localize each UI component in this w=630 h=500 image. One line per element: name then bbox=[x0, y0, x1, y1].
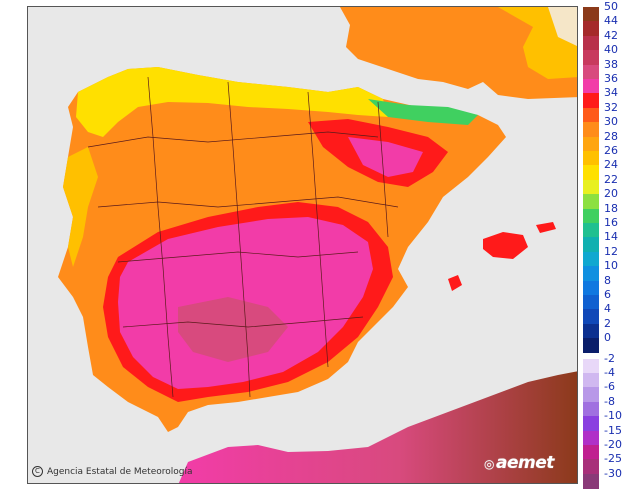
legend-label-negative-5: -15 bbox=[604, 423, 622, 437]
legend-label-positive-5: 36 bbox=[604, 72, 618, 85]
legend-label-positive-17: 12 bbox=[604, 244, 618, 258]
legend-swatch-positive-1 bbox=[583, 21, 599, 37]
legend-swatch-positive-7 bbox=[583, 107, 599, 123]
temperature-legend: 50 44 42 40 38 36 34 32 30 28 26 24 22 20 18 16 14 12 10 8 6… bbox=[582, 1, 630, 489]
legend-label-positive-13: 20 bbox=[604, 187, 618, 201]
legend-label-positive-19: 8 bbox=[604, 273, 611, 287]
map-canvas bbox=[28, 7, 577, 483]
legend-label-positive-20: 6 bbox=[604, 288, 611, 301]
legend-swatch-negative-6 bbox=[583, 445, 599, 460]
legend-label-positive-0: 50 bbox=[604, 0, 618, 13]
legend-swatch-negative-8 bbox=[583, 473, 599, 489]
pyrenees-cool-area bbox=[368, 99, 478, 125]
legend-swatch-negative-4 bbox=[583, 416, 599, 432]
ebro-magenta-zone bbox=[348, 137, 423, 177]
aemet-logo-text: aemet bbox=[495, 453, 554, 473]
north-coast-area bbox=[76, 67, 388, 137]
legend-label-positive-10: 26 bbox=[604, 144, 618, 157]
copyright-icon: C bbox=[32, 466, 43, 477]
legend-swatch-positive-4 bbox=[583, 64, 599, 80]
legend-swatch-positive-16 bbox=[583, 237, 599, 253]
legend-swatch-negative-2 bbox=[583, 387, 599, 403]
legend-swatch-positive-6 bbox=[583, 93, 599, 109]
legend-swatch-positive-12 bbox=[583, 179, 599, 195]
legend-label-positive-4: 38 bbox=[604, 57, 618, 71]
legend-swatch-positive-3 bbox=[583, 50, 599, 66]
legend-label-negative-7: -25 bbox=[604, 452, 622, 466]
africa-region bbox=[178, 371, 577, 483]
legend-swatch-positive-17 bbox=[583, 251, 599, 267]
legend-label-positive-16: 14 bbox=[604, 230, 618, 244]
legend-swatch-positive-20 bbox=[583, 295, 599, 310]
france-region bbox=[340, 7, 577, 99]
west-coast-area bbox=[63, 147, 98, 267]
legend-label-negative-1: -4 bbox=[604, 366, 615, 379]
legend-label-positive-18: 10 bbox=[604, 259, 618, 273]
mallorca-island bbox=[483, 232, 528, 259]
legend-label-negative-4: -10 bbox=[604, 409, 622, 423]
legend-swatch-positive-15 bbox=[583, 223, 599, 238]
agency-credit: C Agencia Estatal de Meteorología bbox=[32, 466, 193, 477]
legend-swatch-negative-0 bbox=[583, 358, 599, 374]
legend-label-negative-0: -2 bbox=[604, 351, 615, 365]
legend-swatch-positive-8 bbox=[583, 122, 599, 138]
legend-label-positive-6: 34 bbox=[604, 86, 618, 100]
hot-zone-38 bbox=[178, 297, 288, 362]
legend-swatch-positive-21 bbox=[583, 309, 599, 325]
legend-label-negative-2: -6 bbox=[604, 380, 615, 394]
legend-label-positive-21: 4 bbox=[604, 302, 611, 316]
legend-swatch-positive-18 bbox=[583, 266, 599, 282]
legend-label-positive-3: 40 bbox=[604, 43, 618, 57]
legend-label-negative-8: -30 bbox=[604, 466, 622, 480]
legend-swatch-positive-2 bbox=[583, 35, 599, 51]
legend-swatch-positive-0 bbox=[583, 7, 599, 22]
legend-label-positive-7: 32 bbox=[604, 100, 618, 114]
legend-label-positive-8: 30 bbox=[604, 115, 618, 129]
legend-label-positive-22: 2 bbox=[604, 316, 611, 330]
ibiza-island bbox=[448, 275, 462, 291]
menorca-island bbox=[536, 222, 556, 233]
legend-label-negative-6: -20 bbox=[604, 438, 622, 451]
legend-label-positive-15: 16 bbox=[604, 216, 618, 229]
legend-swatch-positive-13 bbox=[583, 194, 599, 210]
legend-label-positive-23: 0 bbox=[604, 331, 611, 345]
province-borders bbox=[87, 76, 399, 398]
aemet-logo: ◎ aemet bbox=[484, 453, 554, 473]
temperature-map bbox=[27, 6, 578, 484]
legend-label-negative-3: -8 bbox=[604, 394, 615, 408]
legend-label-positive-1: 44 bbox=[604, 14, 618, 28]
legend-label-positive-9: 28 bbox=[604, 129, 618, 143]
legend-swatch-positive-5 bbox=[583, 79, 599, 94]
legend-label-positive-14: 18 bbox=[604, 201, 618, 215]
legend-swatch-positive-22 bbox=[583, 323, 599, 339]
legend-swatch-positive-11 bbox=[583, 165, 599, 181]
legend-swatch-positive-14 bbox=[583, 208, 599, 224]
legend-swatch-negative-3 bbox=[583, 401, 599, 417]
legend-swatch-positive-10 bbox=[583, 151, 599, 166]
legend-swatch-negative-7 bbox=[583, 459, 599, 475]
legend-label-positive-12: 22 bbox=[604, 172, 618, 186]
legend-label-positive-11: 24 bbox=[604, 158, 618, 172]
legend-swatch-positive-23 bbox=[583, 338, 599, 354]
legend-swatch-negative-5 bbox=[583, 430, 599, 446]
legend-swatch-positive-9 bbox=[583, 136, 599, 152]
legend-swatch-negative-1 bbox=[583, 373, 599, 388]
france-cool-area bbox=[548, 7, 577, 47]
aemet-logo-icon: ◎ bbox=[484, 457, 494, 471]
legend-label-positive-2: 42 bbox=[604, 28, 618, 42]
legend-swatch-positive-19 bbox=[583, 280, 599, 296]
agency-credit-text: Agencia Estatal de Meteorología bbox=[47, 466, 193, 477]
